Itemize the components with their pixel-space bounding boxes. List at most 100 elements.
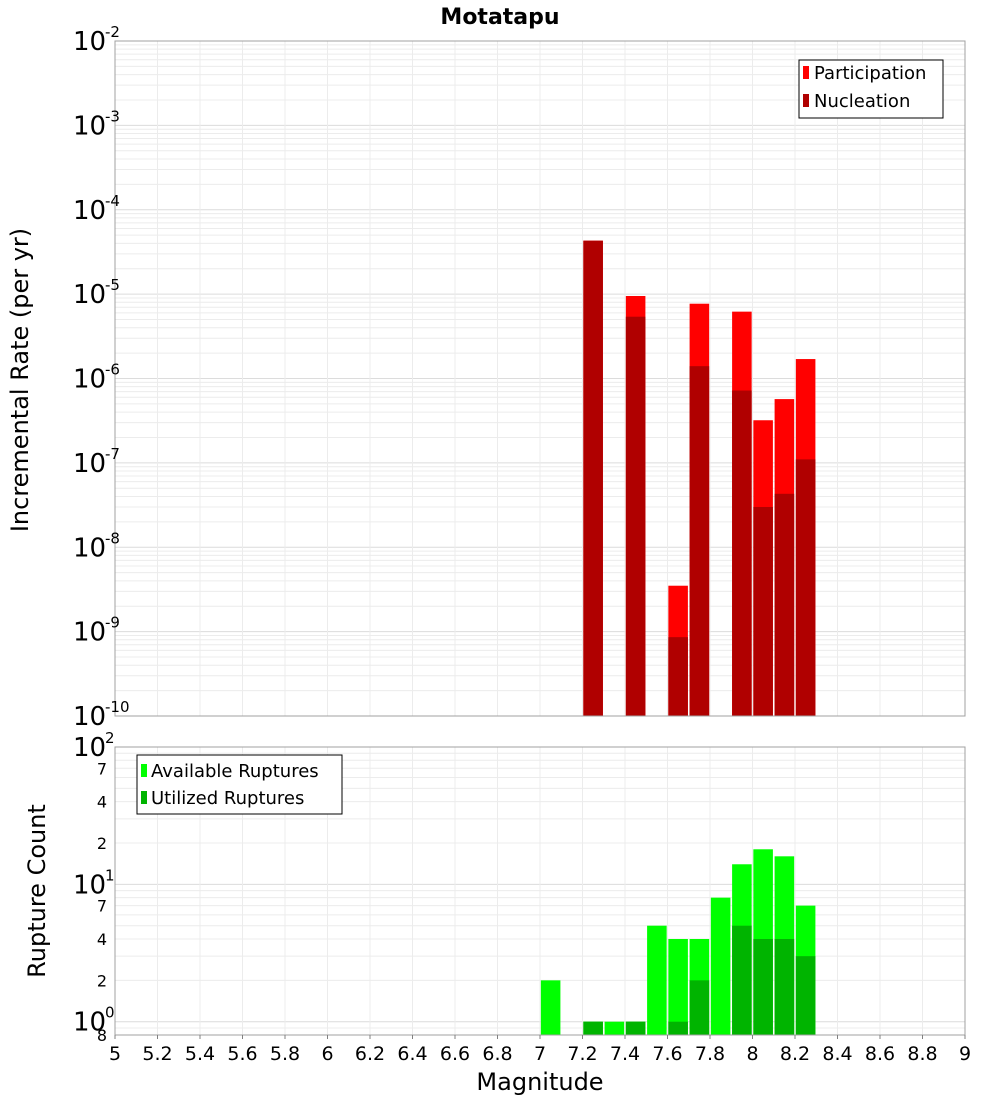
x-tick-label: 8.2	[780, 1043, 810, 1065]
nucleation-bar	[774, 493, 795, 716]
legend-utilized-label: Utilized Ruptures	[151, 788, 304, 809]
y-tick-exponent: 0	[105, 1004, 115, 1022]
x-tick-label: 8.4	[822, 1043, 852, 1065]
y-tick-label: 10	[73, 870, 106, 900]
y-tick-label: 10	[73, 196, 106, 226]
x-tick-label: 5.4	[185, 1043, 215, 1065]
y-tick-exponent: -7	[105, 445, 120, 463]
y-tick-exponent: 1	[105, 866, 115, 884]
available-ruptures-bar	[540, 980, 561, 1035]
x-tick-label: 5.2	[142, 1043, 172, 1065]
x-tick-label: 7	[534, 1043, 546, 1065]
x-tick-label: 7.8	[695, 1043, 725, 1065]
legend-available-swatch	[141, 764, 147, 777]
rate-plot-bars	[583, 240, 816, 717]
utilized-ruptures-bar	[732, 925, 752, 1035]
y-minor-tick-label: 2	[97, 971, 107, 990]
x-tick-label: 9	[959, 1043, 971, 1065]
y-tick-exponent: -2	[105, 23, 120, 41]
x-axis-label: Magnitude	[476, 1068, 603, 1096]
y-tick-exponent: -6	[105, 361, 120, 379]
rate-plot-grid	[114, 41, 966, 717]
utilized-ruptures-bar	[668, 1021, 688, 1035]
rate-legend-box	[798, 59, 944, 119]
legend-nucleation-swatch	[803, 94, 809, 107]
available-ruptures-bar	[710, 897, 731, 1035]
x-tick-label: 5.6	[227, 1043, 257, 1065]
chart-title: Motatapu	[440, 5, 559, 30]
nucleation-bar	[753, 506, 773, 716]
y-tick-label: 10	[73, 733, 106, 763]
utilized-ruptures-bar	[753, 939, 773, 1035]
utilized-ruptures-bar	[583, 1021, 603, 1035]
available-ruptures-bar	[647, 925, 667, 1035]
count-plot-bars	[540, 849, 816, 1035]
rate-plot-frame	[114, 40, 966, 717]
available-ruptures-bar	[604, 1021, 625, 1035]
y-tick-label: 10	[73, 1008, 106, 1038]
y-tick-exponent: -10	[105, 698, 130, 716]
count-plot-legend: Available Ruptures Utilized Ruptures	[136, 754, 343, 815]
count-plot-grid	[114, 747, 966, 1036]
x-tick-label: 7.2	[567, 1043, 597, 1065]
nucleation-bar	[732, 390, 752, 716]
legend-participation-swatch	[803, 66, 809, 79]
nucleation-bar	[668, 637, 688, 716]
x-tick-label: 5.8	[270, 1043, 300, 1065]
available-ruptures-bar	[668, 939, 688, 1035]
y-minor-tick-label: 4	[97, 793, 107, 812]
y-tick-label: 10	[73, 280, 106, 310]
legend-nucleation-label: Nucleation	[814, 91, 910, 112]
count-legend-box	[136, 754, 343, 815]
x-tick-label: 6.8	[482, 1043, 512, 1065]
y-tick-exponent: -5	[105, 276, 120, 294]
legend-utilized-swatch	[141, 791, 147, 804]
y-tick-label: 10	[73, 702, 106, 732]
y-tick-exponent: -8	[105, 529, 120, 547]
x-tick-label: 5	[109, 1043, 121, 1065]
utilized-ruptures-bar	[689, 980, 710, 1035]
y-minor-tick-label: 4	[97, 930, 107, 949]
x-tick-label: 6	[321, 1043, 333, 1065]
y-minor-tick-label: 8	[97, 1026, 107, 1045]
rate-plot-legend: Participation Nucleation	[798, 59, 944, 119]
y-tick-label: 10	[73, 449, 106, 479]
utilized-ruptures-bar	[625, 1021, 646, 1035]
y-tick-label: 10	[73, 365, 106, 395]
legend-available-label: Available Ruptures	[151, 761, 319, 782]
nucleation-bar	[625, 316, 646, 716]
x-tick-label: 8	[746, 1043, 758, 1065]
nucleation-bar	[583, 240, 603, 717]
x-tick-label: 7.4	[610, 1043, 640, 1065]
y-tick-exponent: -9	[105, 614, 120, 632]
x-tick-label: 6.6	[440, 1043, 470, 1065]
count-plot-x-ticks: 5 5.2 5.4 5.6 5.8 6 6.2 6.4 6.6 6.8 7 7.2 7.4 7.6 7.8 8…	[109, 1035, 971, 1065]
y-minor-tick-label: 2	[97, 834, 107, 853]
x-tick-label: 6.2	[355, 1043, 385, 1065]
y-tick-label: 10	[73, 111, 106, 141]
rate-plot-y-label: Incremental Rate (per yr)	[6, 228, 34, 532]
y-tick-label: 10	[73, 27, 106, 57]
utilized-ruptures-bar	[774, 939, 795, 1035]
y-tick-label: 10	[73, 533, 106, 563]
y-tick-label: 10	[73, 618, 106, 648]
x-tick-label: 6.4	[397, 1043, 427, 1065]
y-minor-tick-label: 7	[97, 897, 107, 916]
x-tick-label: 8.6	[865, 1043, 895, 1065]
y-tick-exponent: -4	[105, 192, 120, 210]
count-plot-y-label: Rupture Count	[23, 804, 51, 978]
nucleation-bar	[795, 459, 816, 716]
y-tick-exponent: 2	[105, 729, 115, 747]
utilized-ruptures-bar	[795, 956, 816, 1035]
nucleation-bar	[689, 366, 710, 716]
x-tick-label: 8.8	[907, 1043, 937, 1065]
legend-participation-label: Participation	[814, 63, 926, 84]
y-minor-tick-label: 7	[97, 759, 107, 778]
y-tick-exponent: -3	[105, 107, 120, 125]
x-tick-label: 7.6	[652, 1043, 682, 1065]
